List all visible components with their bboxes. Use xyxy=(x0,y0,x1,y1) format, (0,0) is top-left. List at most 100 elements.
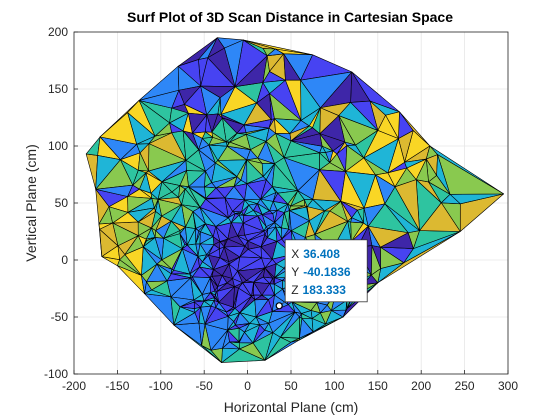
x-tick-label: 0 xyxy=(244,379,251,393)
surface-face xyxy=(242,215,265,232)
x-tick-label: 150 xyxy=(368,379,388,393)
datatip-x-label: X xyxy=(291,247,299,261)
x-tick-label: 250 xyxy=(455,379,475,393)
surface-face xyxy=(161,204,182,222)
datatip-marker[interactable] xyxy=(275,302,283,310)
surface-face xyxy=(138,152,149,172)
surface-face xyxy=(324,200,342,212)
surface-mesh xyxy=(85,37,504,363)
surface-face xyxy=(264,263,277,278)
surface-face xyxy=(204,316,229,331)
y-tick-label: -50 xyxy=(51,310,69,324)
y-tick-label: -100 xyxy=(44,367,68,381)
datatip-y-label: Y xyxy=(291,265,299,279)
surface-face xyxy=(243,119,272,129)
y-tick-label: 0 xyxy=(61,253,68,267)
datatip-y-row: Y -40.1836 xyxy=(291,265,351,279)
surface-face xyxy=(207,47,236,87)
surface-face xyxy=(340,171,365,209)
surface-face xyxy=(310,302,321,314)
surface-face xyxy=(182,130,199,161)
surface-face xyxy=(108,206,129,224)
surface-face xyxy=(239,245,249,258)
surface-face xyxy=(308,210,325,235)
chart-title: Surf Plot of 3D Scan Distance in Cartesi… xyxy=(127,9,453,25)
surface-face xyxy=(237,270,247,284)
surface-face xyxy=(289,210,310,231)
datatip[interactable]: X 36.408 Y -40.1836 Z 183.333 xyxy=(275,239,368,310)
surface-face xyxy=(226,141,230,147)
x-tick-label: -200 xyxy=(62,379,86,393)
surface-face xyxy=(235,213,241,216)
surface-face xyxy=(274,118,291,134)
surface-face xyxy=(274,222,282,229)
surface-face xyxy=(132,169,147,186)
surface-face xyxy=(271,186,279,194)
surface-face xyxy=(163,220,181,239)
surface-face xyxy=(384,186,420,231)
surface-face xyxy=(297,190,314,200)
surface-face xyxy=(363,130,399,159)
surface-face xyxy=(193,300,205,308)
surface-face xyxy=(227,235,246,247)
surface-face xyxy=(216,286,235,303)
surface-face xyxy=(173,306,196,326)
x-tick-label: -150 xyxy=(105,379,129,393)
surface-face xyxy=(338,102,379,131)
surface-face xyxy=(186,228,197,246)
surface-face xyxy=(117,245,126,260)
surface-face xyxy=(311,318,326,333)
x-tick-label: 50 xyxy=(284,379,298,393)
surface-face xyxy=(199,231,214,245)
surface-face xyxy=(234,282,243,289)
surface-face xyxy=(237,256,262,272)
surface-face xyxy=(198,306,206,325)
surface-face xyxy=(277,190,299,205)
surface-face xyxy=(210,300,217,308)
x-axis-label: Horizontal Plane (cm) xyxy=(224,399,359,415)
datatip-z-value: 183.333 xyxy=(303,283,347,297)
surface-face xyxy=(124,235,144,255)
datatip-y-value: -40.1836 xyxy=(303,265,351,279)
surface-face xyxy=(154,237,165,261)
surface-face xyxy=(268,294,275,312)
surface-face xyxy=(178,188,186,205)
surface-face xyxy=(256,93,272,120)
surface-face xyxy=(138,100,170,137)
surface-face xyxy=(266,48,285,57)
surface-face xyxy=(261,257,273,269)
surface-face xyxy=(272,210,278,223)
surface-face xyxy=(300,71,353,109)
surface-face xyxy=(252,332,274,361)
surface-face xyxy=(367,225,409,248)
surface-face xyxy=(98,222,113,230)
surface-face xyxy=(188,186,207,200)
surface-face xyxy=(197,243,207,257)
surface-face xyxy=(312,107,321,134)
surface-face xyxy=(290,337,300,343)
datatip-box xyxy=(284,239,368,303)
surface-face xyxy=(428,175,451,195)
surface-face xyxy=(269,201,278,212)
surface-face xyxy=(179,299,195,308)
y-tick-label: 200 xyxy=(48,25,68,39)
surface-face xyxy=(209,277,216,294)
surface-face xyxy=(235,323,250,329)
datatip-x-value: 36.408 xyxy=(303,247,340,261)
surface-face xyxy=(205,114,213,133)
surface-face xyxy=(244,183,261,201)
datatip-z-row: Z 183.333 xyxy=(291,283,346,297)
surface-face xyxy=(347,217,352,223)
surface-face xyxy=(211,162,238,183)
surface-face xyxy=(188,170,206,188)
surface-face xyxy=(209,269,214,279)
surface-face xyxy=(170,268,174,275)
y-tick-label: 50 xyxy=(55,196,69,210)
datatip-x-row: X 36.408 xyxy=(291,247,340,261)
surface-face xyxy=(199,198,229,219)
y-tick-label: 100 xyxy=(48,139,68,153)
surface-face xyxy=(205,223,217,237)
datatip-z-label: Z xyxy=(291,283,298,297)
